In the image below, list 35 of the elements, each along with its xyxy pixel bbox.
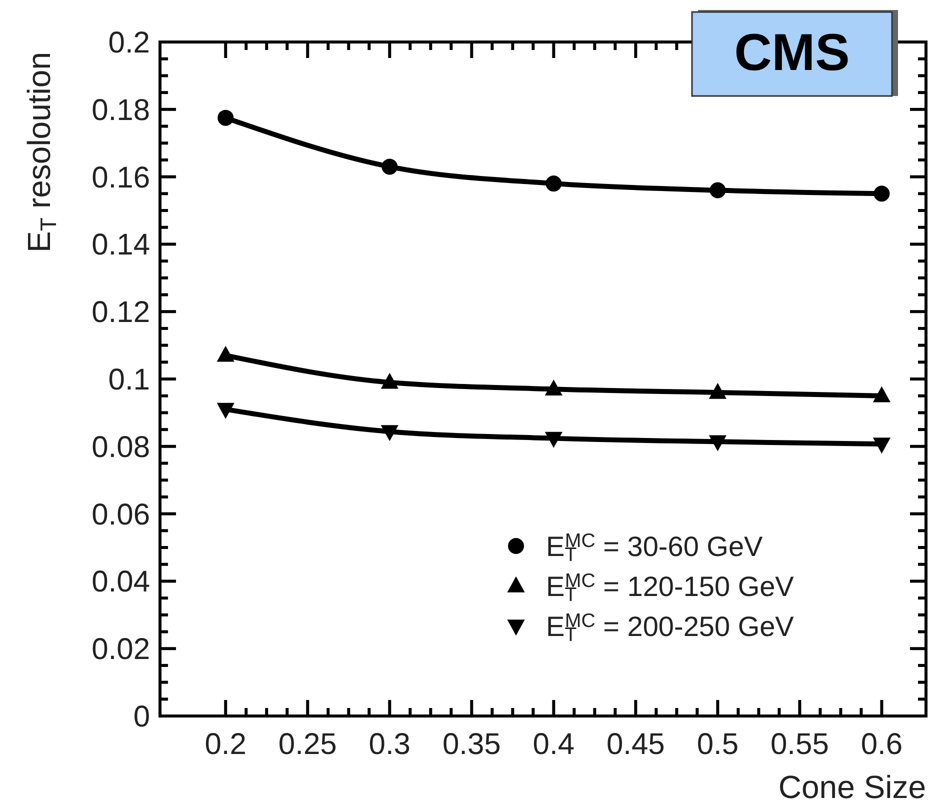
point bbox=[546, 176, 562, 192]
point bbox=[874, 186, 890, 202]
point bbox=[380, 425, 398, 442]
point bbox=[708, 435, 726, 452]
y-tick-label: 0.18 bbox=[92, 94, 150, 127]
annotation: CMS bbox=[734, 24, 850, 82]
point bbox=[382, 158, 398, 175]
x-tick-label: 0.55 bbox=[770, 728, 829, 761]
y-tick-label: 0 bbox=[133, 700, 150, 734]
x-axis-title: Cone Size bbox=[778, 769, 926, 805]
point bbox=[710, 182, 726, 198]
x-tick-label: 0.3 bbox=[368, 728, 410, 761]
y-tick-label: 0.2 bbox=[108, 26, 150, 60]
x-tick-label: 0.4 bbox=[532, 728, 575, 761]
y-tick-label: 0.12 bbox=[92, 296, 150, 330]
x-tick-label: 0.45 bbox=[606, 728, 665, 761]
x-tick-label: 0.25 bbox=[278, 728, 337, 761]
y-tick-label: 0.08 bbox=[92, 430, 150, 464]
point bbox=[872, 438, 891, 454]
x-tick-label: 0.2 bbox=[204, 728, 246, 761]
point bbox=[218, 110, 234, 126]
y-tick-label: 0.14 bbox=[92, 228, 150, 262]
x-tick-label: 0.5 bbox=[696, 728, 739, 761]
y-tick-label: 0.1 bbox=[108, 364, 150, 396]
y-tick-label: 0.04 bbox=[92, 566, 150, 599]
x-tick-label: 0.6 bbox=[860, 728, 903, 761]
y-tick-label: 0.16 bbox=[92, 161, 150, 194]
legend-label: E$_{T}$$^{MC}$ = 30-60 GeV bbox=[546, 530, 764, 566]
point bbox=[544, 432, 562, 448]
y-tick-label: 0.06 bbox=[92, 498, 150, 532]
point bbox=[216, 402, 234, 419]
legend-label: E$_{T}$$^{MC}$ = 120-150 GeV bbox=[546, 570, 794, 606]
x-tick-label: 0.35 bbox=[442, 728, 501, 761]
legend-label: E$_{T}$$^{MC}$ = 200-250 GeV bbox=[546, 610, 794, 646]
y-tick-label: 0.02 bbox=[92, 633, 150, 666]
